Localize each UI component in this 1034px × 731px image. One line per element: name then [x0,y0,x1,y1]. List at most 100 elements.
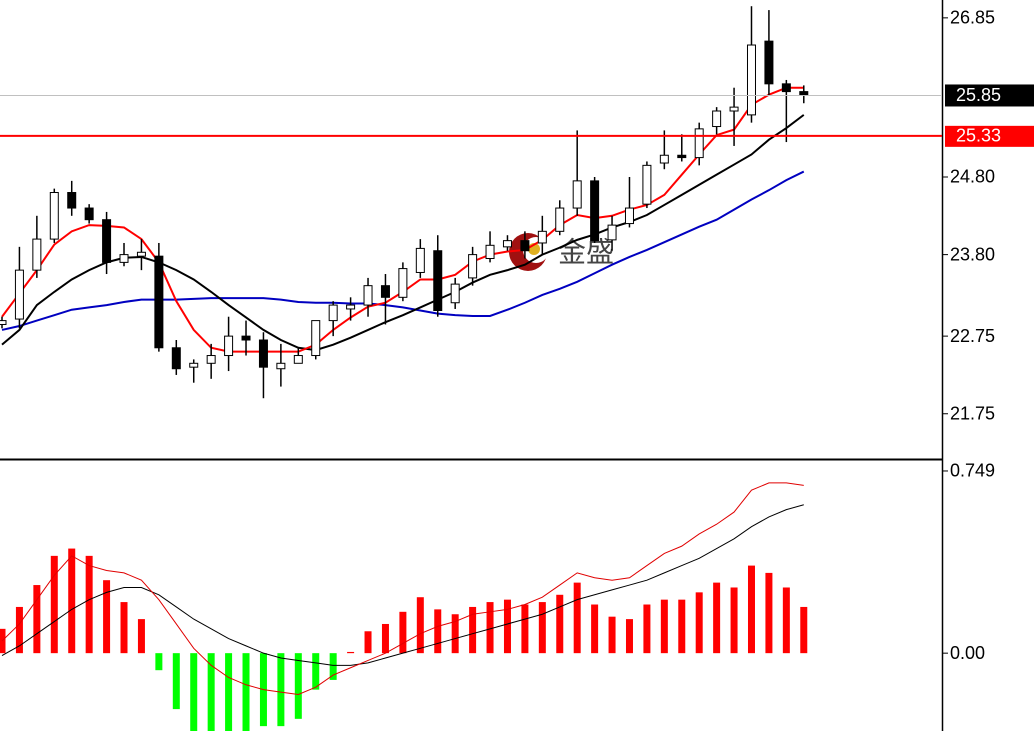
y-tick-label: 0.00 [950,643,985,663]
candle-body [572,180,582,209]
histogram-bar [678,599,686,654]
histogram-bar [416,597,424,654]
histogram-bar [120,602,128,654]
histogram-bar [782,587,790,654]
histogram-bar [591,604,599,654]
histogram-bar [765,572,773,654]
histogram-bar [85,555,93,654]
candle-body [746,44,756,116]
watermark-text: 金盛 [558,236,614,267]
histogram-bar [33,585,41,654]
histogram-bar [625,619,633,654]
candle-body [677,154,687,159]
histogram-bar [486,602,494,654]
candle-body [363,285,373,306]
candle-body [14,269,24,320]
candle-body [590,180,600,242]
moving-average [1,170,805,331]
histogram-bar [207,653,215,731]
histogram-bar [50,555,58,654]
histogram-bar [503,599,511,654]
histogram-bar [730,587,738,654]
candle-body [485,244,495,259]
histogram-bar [381,623,389,654]
candle-body [694,128,704,159]
histogram-bar [190,653,198,731]
candle-body [0,320,7,325]
level-label: 25.33 [956,126,1001,146]
y-tick-label: 0.749 [950,461,995,481]
histogram-bar [347,651,355,654]
histogram-bar [103,580,111,654]
candle-body [206,355,216,364]
candle-body [102,219,112,263]
histogram-bar [573,582,581,654]
price-label-bg [945,84,1034,107]
candle-body [415,247,425,273]
histogram-bar [0,628,6,654]
candle-body [224,335,234,357]
candle-body [450,283,460,304]
candle-body [468,254,478,279]
indicator-line [1,504,804,666]
histogram-bar [172,653,180,710]
candle-body [67,192,77,209]
y-tick-label: 23.80 [950,244,995,264]
moving-average [1,114,805,352]
histogram-bar [695,592,703,654]
y-tick-label: 21.75 [950,404,995,424]
candle-body [433,250,443,312]
candle-body [276,362,286,370]
candle-body [49,192,59,240]
candle-body [642,164,652,205]
candle-body [764,40,774,85]
candle-body [659,154,669,164]
price-label: 25.85 [956,85,1001,105]
histogram-bar [451,614,459,654]
histogram-bar [68,548,76,654]
candle-body [398,268,408,298]
histogram-bar [155,653,163,671]
candle-body [520,240,530,252]
candle-body [241,335,251,341]
candle-body [799,91,809,96]
candle-body [171,347,181,370]
candle-body [380,285,390,298]
level-label-bg [945,125,1034,147]
candle-body [311,320,321,357]
histogram-bar [242,653,250,731]
histogram-bar [713,582,721,654]
candle-body [32,238,42,271]
y-tick-label: 22.75 [950,326,995,346]
histogram-bar [277,653,285,727]
candle-body [293,355,303,364]
histogram-bar [434,609,442,654]
histogram-bar [137,619,145,654]
candle-body [537,230,547,244]
histogram-bar [538,602,546,654]
histogram-bar [364,631,372,654]
candle-body [189,362,199,368]
candle-body [712,110,722,128]
histogram-bar [15,606,23,654]
histogram-bar [399,611,407,654]
candle-body [258,339,268,368]
y-tick-label: 26.85 [950,8,995,28]
histogram-bar [608,616,616,654]
candle-body [119,254,129,263]
histogram-bar [294,653,302,719]
histogram-bar [556,594,564,654]
candle-body [84,207,94,221]
histogram-bar [521,604,529,654]
candle-body [624,207,634,225]
candle-body [607,224,617,241]
histogram-bar [225,653,233,731]
candle-body [781,83,791,93]
histogram-bar [312,653,320,690]
histogram-bar [643,604,651,654]
candle-body [328,304,338,322]
candle-body [729,106,739,112]
candle-body [136,251,146,257]
histogram-bar [469,606,477,654]
